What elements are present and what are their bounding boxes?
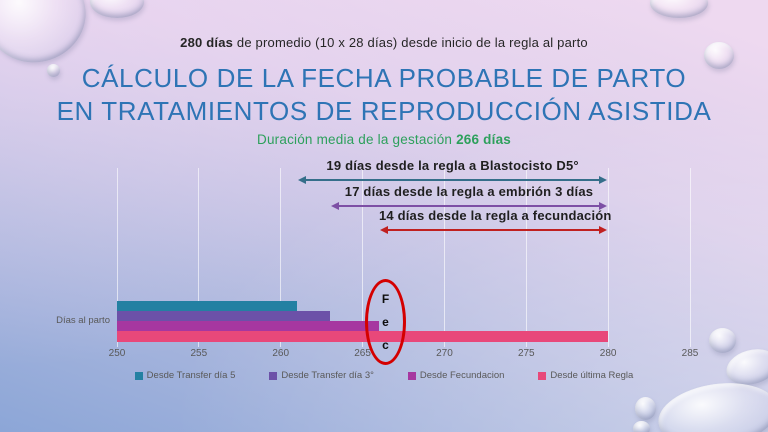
legend-item-desde-transfer-d-a-3: Desde Transfer día 3° (269, 370, 374, 381)
legend-swatch (538, 371, 547, 380)
bar-desde-fecundacion (117, 321, 379, 332)
chart-legend: Desde Transfer día 5 Desde Transfer día 3… (0, 370, 768, 381)
gridline (525, 168, 527, 347)
water-droplet (650, 0, 708, 18)
legend-swatch (134, 371, 143, 380)
y-axis-category-label: Días al parto (56, 315, 110, 326)
water-droplet (635, 397, 656, 420)
arrowhead-left-icon (298, 175, 307, 184)
arrowhead-right-icon (599, 175, 608, 184)
x-axis-tick-label: 280 (599, 348, 617, 359)
annotation-arrow (330, 201, 608, 210)
water-droplet (90, 0, 144, 18)
fec-letter: c (382, 337, 389, 352)
top-note: 280 días de promedio (10 x 28 días) desd… (0, 35, 768, 50)
annotation-label: 14 días desde la regla a fecundación (378, 208, 612, 223)
legend-item-desde-fecundacion: Desde Fecundacion (407, 370, 505, 381)
legend-swatch (407, 371, 416, 380)
gestation-subtitle: Duración media de la gestación 266 días (0, 132, 768, 147)
top-note-bold: 280 días (180, 35, 234, 50)
annotation-arrow (379, 225, 608, 234)
gridline (280, 168, 282, 347)
fec-letter: e (382, 314, 389, 329)
legend-item-desde-transfer-d-a-5: Desde Transfer día 5 (134, 370, 236, 381)
gestation-prefix: Duración media de la gestación (257, 132, 457, 147)
gridline (607, 168, 609, 347)
slide-title: CÁLCULO DE LA FECHA PROBABLE DE PARTO EN… (0, 62, 768, 128)
water-droplet (633, 421, 650, 432)
gridline (689, 168, 691, 347)
x-axis-tick-label: 285 (681, 348, 699, 359)
fec-letter: F (381, 291, 390, 306)
x-axis-tick-label: 260 (272, 348, 290, 359)
water-droplet (47, 64, 60, 77)
gridline (362, 168, 364, 347)
x-axis-tick-label: 270 (436, 348, 453, 359)
bar-desde-ltima-regla (117, 331, 609, 342)
legend-item-desde-ltima-regla: Desde última Regla (538, 370, 633, 381)
gridline (443, 168, 445, 347)
arrowhead-right-icon (599, 225, 608, 234)
x-axis-tick-label: 265 (354, 348, 371, 359)
arrowhead-left-icon (379, 225, 388, 234)
water-droplet (709, 328, 736, 353)
legend-label: Desde Fecundacion (419, 370, 505, 381)
top-note-rest: de promedio (10 x 28 días) desde inicio … (233, 35, 588, 50)
legend-label: Desde última Regla (550, 370, 634, 381)
x-axis-tick-label: 275 (517, 348, 535, 359)
legend-swatch (269, 371, 278, 380)
legend-label: Desde Transfer día 3° (281, 370, 374, 381)
annotation-label: 17 días desde la regla a embrión 3 días (344, 184, 594, 199)
annotation-label: 19 días desde la regla a Blastocisto D5° (326, 158, 579, 173)
water-droplet (704, 42, 734, 69)
x-axis-tick-label: 255 (190, 348, 208, 359)
gestation-bold: 266 días (456, 132, 511, 147)
title-line-2: EN TRATAMIENTOS DE REPRODUCCIÓN ASISTIDA (56, 96, 712, 126)
gridline (116, 168, 118, 347)
arrowhead-left-icon (330, 201, 339, 210)
legend-label: Desde Transfer día 5 (146, 370, 236, 381)
bar-desde-transfer-d-a-3 (117, 311, 330, 322)
annotation-arrow (298, 175, 608, 184)
bar-desde-transfer-d-a-5 (117, 301, 298, 312)
arrowhead-right-icon (599, 201, 608, 210)
x-axis-tick-label: 250 (108, 348, 126, 359)
title-line-1: CÁLCULO DE LA FECHA PROBABLE DE PARTO (81, 63, 687, 93)
gridline (198, 168, 200, 347)
